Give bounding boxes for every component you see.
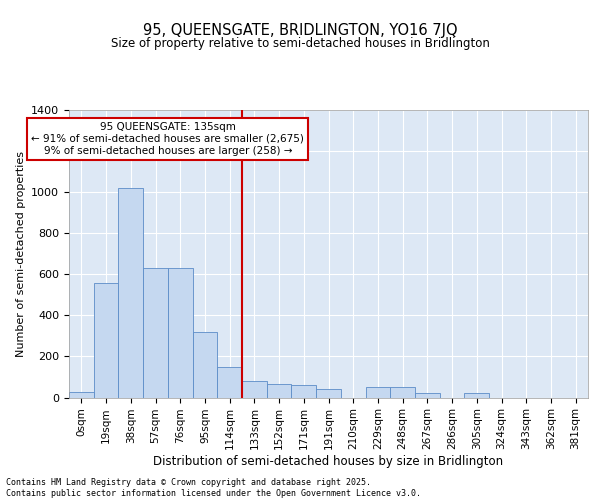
Bar [415,394,440,398]
Bar [118,188,143,398]
Bar [69,392,94,398]
Bar [217,366,242,398]
Text: Contains HM Land Registry data © Crown copyright and database right 2025.
Contai: Contains HM Land Registry data © Crown c… [6,478,421,498]
Bar [267,384,292,398]
X-axis label: Distribution of semi-detached houses by size in Bridlington: Distribution of semi-detached houses by … [154,455,503,468]
Bar [94,282,118,398]
Bar [292,385,316,398]
Bar [242,381,267,398]
Text: 95, QUEENSGATE, BRIDLINGTON, YO16 7JQ: 95, QUEENSGATE, BRIDLINGTON, YO16 7JQ [143,22,457,38]
Bar [143,268,168,398]
Bar [390,387,415,398]
Bar [464,394,489,398]
Y-axis label: Number of semi-detached properties: Number of semi-detached properties [16,151,26,357]
Text: 95 QUEENSGATE: 135sqm
← 91% of semi-detached houses are smaller (2,675)
9% of se: 95 QUEENSGATE: 135sqm ← 91% of semi-deta… [31,122,304,156]
Text: Size of property relative to semi-detached houses in Bridlington: Size of property relative to semi-detach… [110,38,490,51]
Bar [168,268,193,398]
Bar [193,332,217,398]
Bar [316,390,341,398]
Bar [365,387,390,398]
